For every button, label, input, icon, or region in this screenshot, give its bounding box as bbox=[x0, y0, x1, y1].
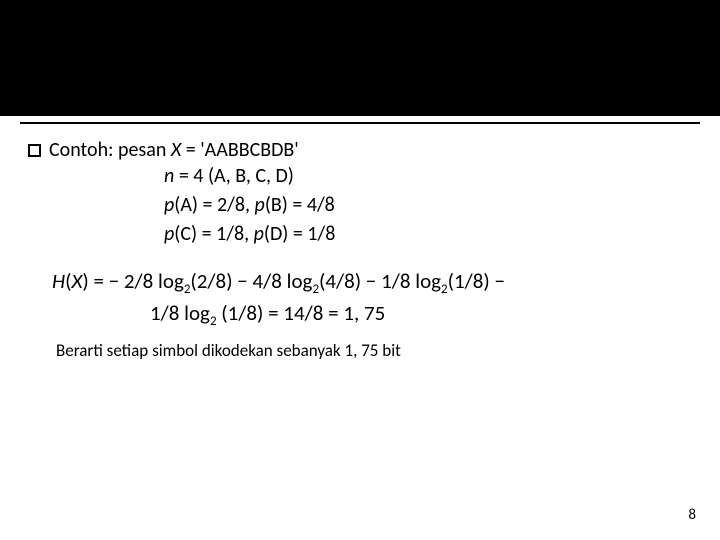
seg1: ) = − 2/8 log bbox=[82, 268, 183, 294]
p-a: p bbox=[164, 193, 174, 217]
seg3: (4/8) − 1/8 log bbox=[319, 268, 441, 294]
H-sym: H bbox=[52, 268, 65, 294]
formula-line2: 1/8 log2 (1/8) = 14/8 = 1, 75 bbox=[150, 299, 692, 331]
content-area: Contoh: pesan X = 'AABBCBDB' n = 4 (A, B… bbox=[0, 124, 720, 361]
p-b: p bbox=[255, 193, 265, 217]
example-text: Contoh: pesan X = 'AABBCBDB' bbox=[49, 138, 299, 162]
n-var: n bbox=[164, 164, 174, 188]
seg4: (1/8) − bbox=[448, 268, 505, 294]
conclusion-text: Berarti setiap simbol dikodekan sebanyak… bbox=[56, 340, 692, 361]
example-line: Contoh: pesan X = 'AABBCBDB' bbox=[28, 138, 692, 162]
X-sym: X bbox=[71, 268, 82, 294]
sub-line-n: n = 4 (A, B, C, D) bbox=[164, 162, 692, 191]
p-d: p bbox=[254, 222, 264, 246]
sub-line-pcd: p(C) = 1/8, p(D) = 1/8 bbox=[164, 220, 692, 249]
pc-rest: (C) = 1/8, bbox=[174, 222, 253, 246]
seg2: (2/8) − 4/8 log bbox=[190, 268, 312, 294]
sub-lines: n = 4 (A, B, C, D) p(A) = 2/8, p(B) = 4/… bbox=[164, 162, 692, 249]
line1-prefix: Contoh: pesan bbox=[49, 138, 171, 162]
line1-eq: = 'AABBCBDB' bbox=[181, 138, 298, 162]
sub2c: 2 bbox=[441, 282, 448, 297]
entropy-formula: H(X) = − 2/8 log2(2/8) − 4/8 log2(4/8) −… bbox=[52, 267, 692, 330]
line1-var: X bbox=[171, 138, 181, 162]
slide: Contoh: pesan X = 'AABBCBDB' n = 4 (A, B… bbox=[0, 0, 720, 540]
p-c: p bbox=[164, 222, 174, 246]
pb-rest: (B) = 4/8 bbox=[265, 193, 335, 217]
formula-line1: H(X) = − 2/8 log2(2/8) − 4/8 log2(4/8) −… bbox=[52, 267, 692, 299]
square-bullet-icon bbox=[28, 144, 41, 157]
pa-rest: (A) = 2/8, bbox=[174, 193, 254, 217]
pd-rest: (D) = 1/8 bbox=[264, 222, 335, 246]
page-number: 8 bbox=[688, 506, 696, 524]
header-bar bbox=[0, 0, 720, 116]
sub-line-pab: p(A) = 2/8, p(B) = 4/8 bbox=[164, 191, 692, 220]
line2b: (1/8) = 14/8 = 1, 75 bbox=[217, 300, 386, 326]
n-rest: = 4 (A, B, C, D) bbox=[174, 164, 294, 188]
sub2d: 2 bbox=[210, 314, 217, 329]
line2a: 1/8 log bbox=[150, 300, 210, 326]
